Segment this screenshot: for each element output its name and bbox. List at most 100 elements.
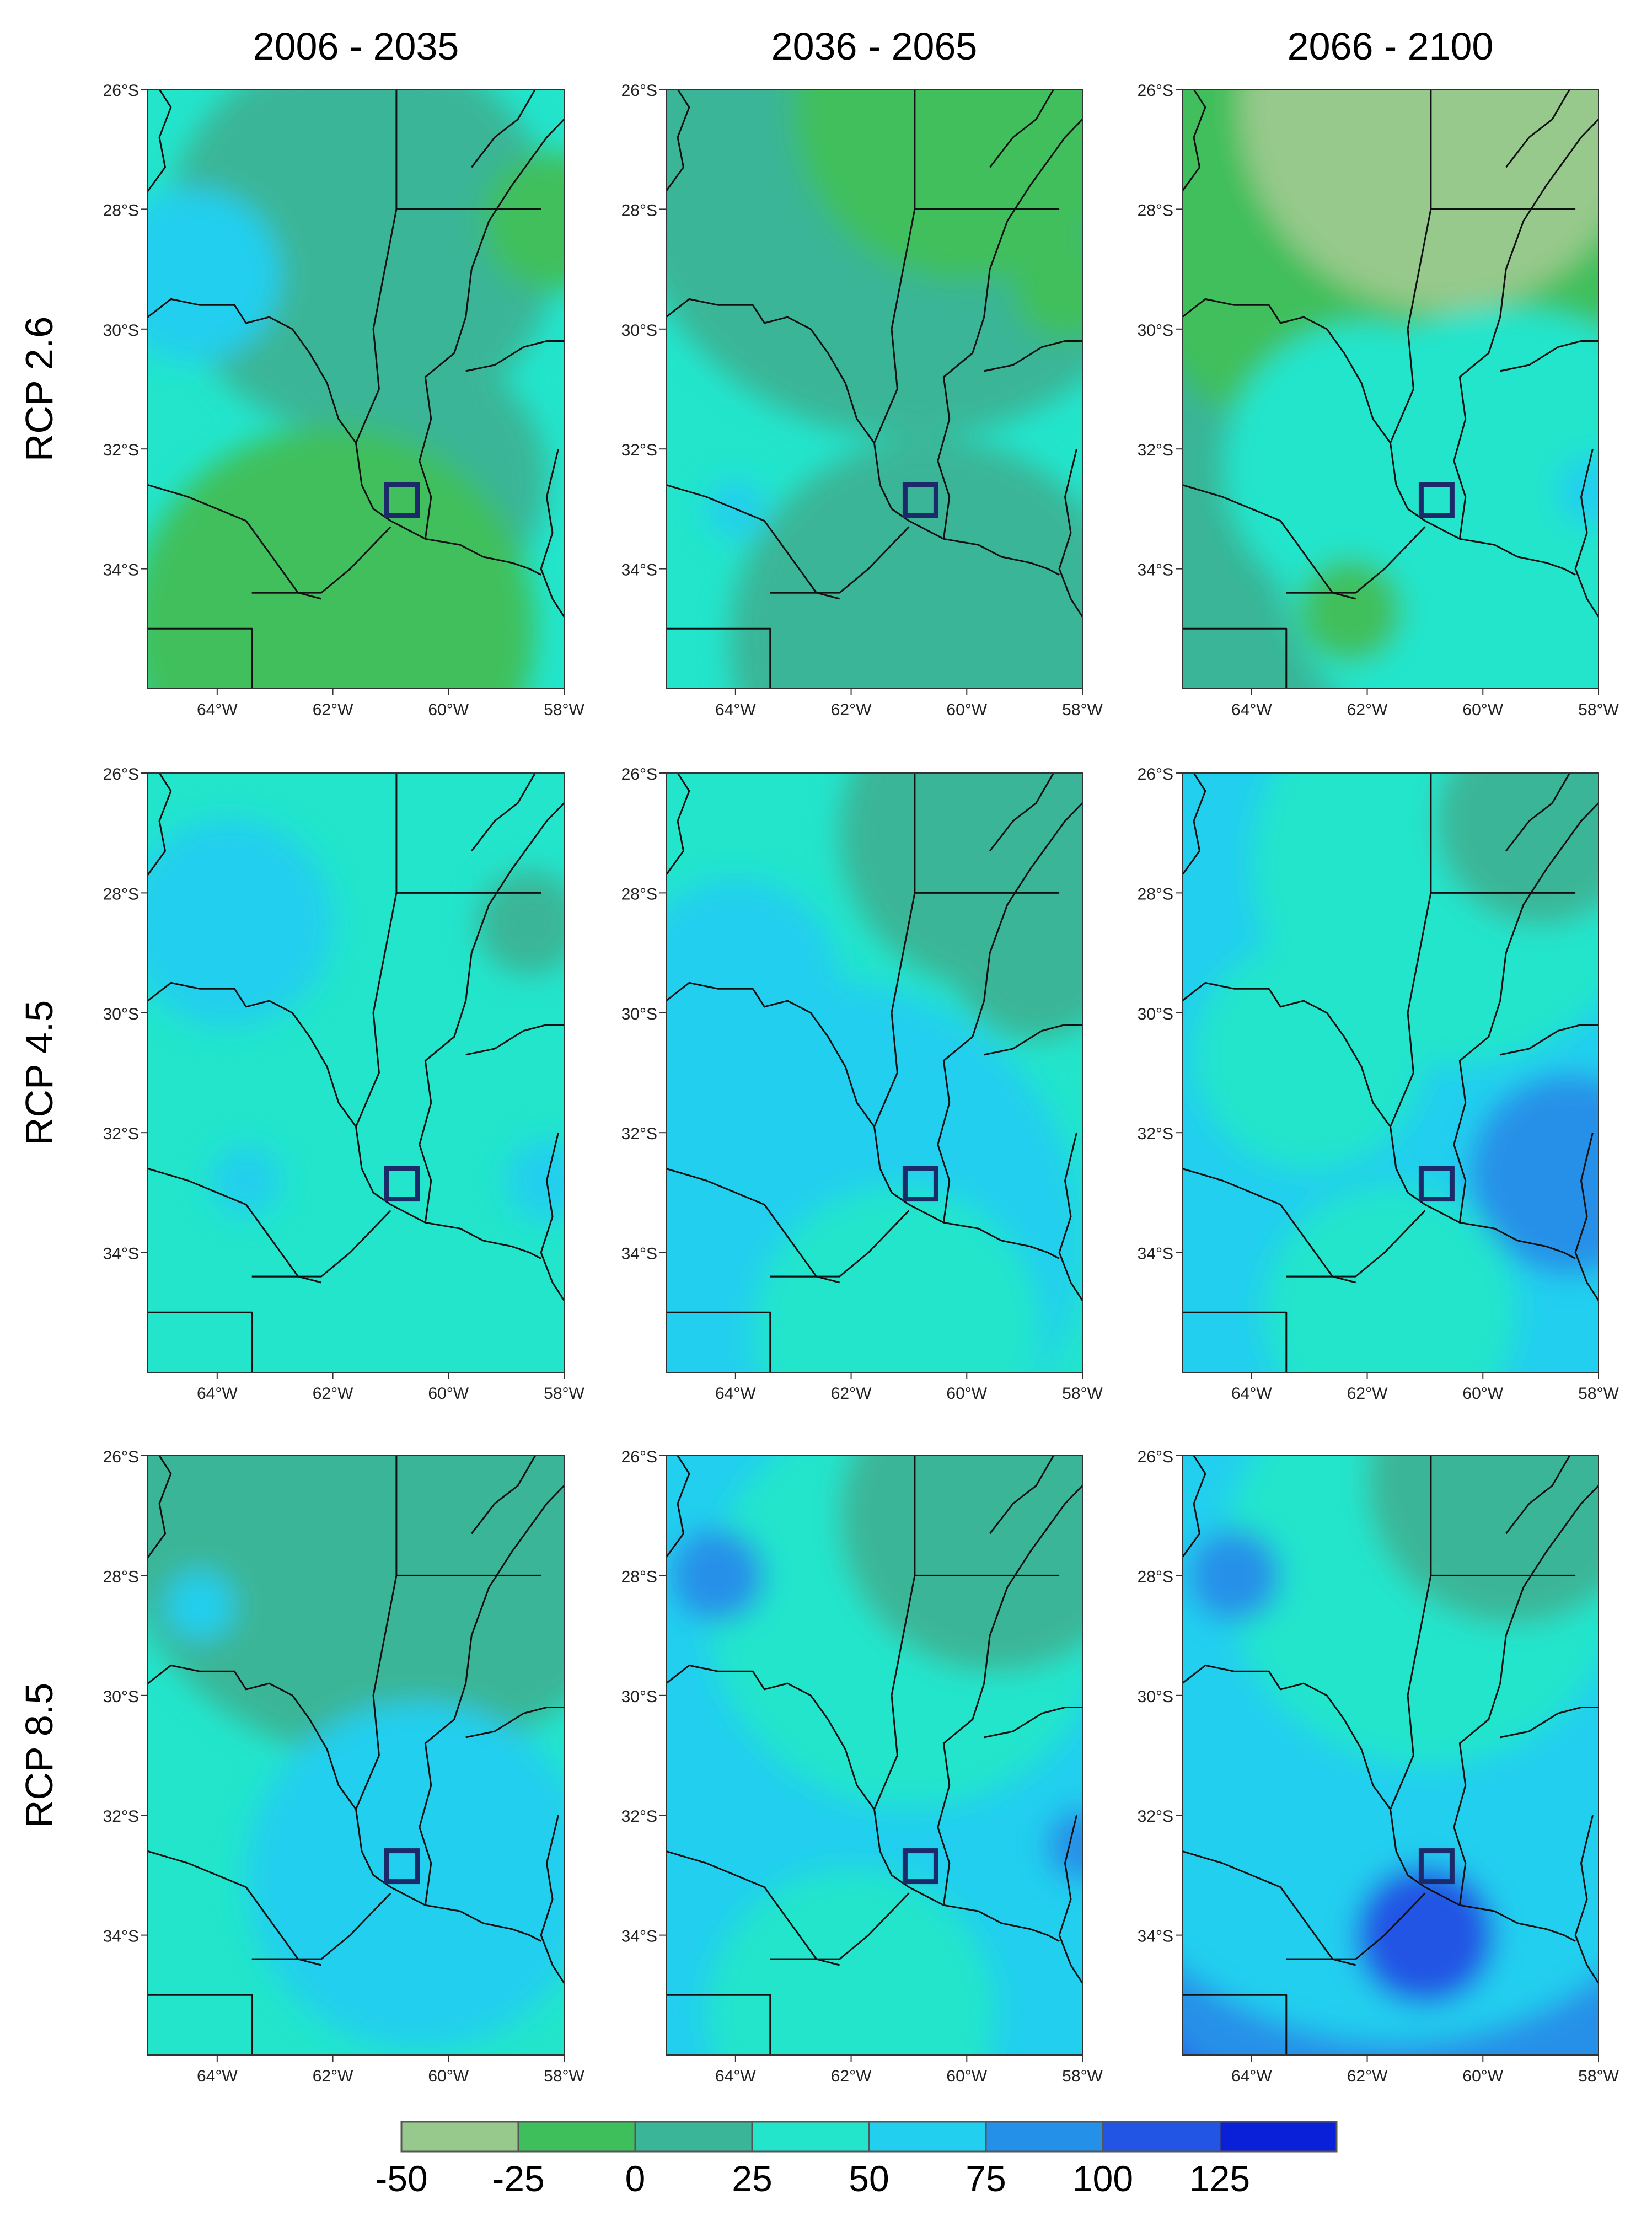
border-line [1453, 1485, 1599, 1906]
border-line [1182, 298, 1426, 522]
contour-region [1188, 1529, 1281, 1622]
border-line [471, 1456, 536, 1534]
lat-tick-label: 26°S [1138, 1448, 1173, 1466]
borders [1182, 1456, 1599, 2055]
border-line [1574, 448, 1599, 618]
border-line [1453, 119, 1599, 539]
lon-tick-label: 62°W [831, 701, 872, 719]
border-line [984, 1024, 1082, 1056]
border-line [873, 89, 916, 443]
lon-tick-label: 62°W [1347, 701, 1388, 719]
contour-region [246, 1702, 564, 2049]
border-line [1058, 1132, 1082, 1301]
lon-tick-label: 60°W [1462, 701, 1503, 719]
border-line [1505, 773, 1570, 852]
border-line [148, 1311, 253, 1372]
lat-tick-label: 26°S [103, 765, 139, 784]
map-area [148, 773, 564, 1372]
lat-tick-label: 32°S [103, 441, 139, 459]
colorbar-swatch [985, 2121, 1104, 2153]
lat-tick-label: 30°S [1138, 1005, 1173, 1023]
lon-tick-label: 64°W [197, 2067, 238, 2085]
border-line [666, 773, 690, 876]
lat-tick-label: 32°S [1138, 1807, 1173, 1826]
lon-tick-label: 64°W [1231, 701, 1272, 719]
contour-region [949, 866, 1082, 1040]
lat-tick-label: 26°S [621, 765, 657, 784]
panel-frame [666, 772, 1083, 1373]
study-area-box [902, 1166, 938, 1202]
colorbar-swatch [868, 2121, 987, 2153]
border-line [1182, 1994, 1288, 2055]
border-line [770, 1958, 840, 1966]
border-line [1058, 448, 1082, 618]
colorbar-swatch [634, 2121, 753, 2153]
contour-region [839, 1456, 1082, 1672]
lat-tick-label: 32°S [621, 1125, 657, 1143]
contour-region [1263, 1185, 1518, 1372]
border-line [251, 1275, 321, 1284]
border-line [937, 1485, 1082, 1906]
border-line [148, 484, 299, 593]
map-area [666, 1456, 1082, 2055]
border-line [1500, 340, 1599, 372]
borders [666, 773, 1082, 1372]
panel-frame [147, 772, 565, 1373]
border-line [1500, 1024, 1599, 1056]
border-line [390, 1886, 541, 1942]
contour-region [706, 1868, 996, 2055]
contour-field [666, 89, 1082, 689]
border-line [540, 448, 564, 618]
lat-tick-label: 34°S [1138, 561, 1173, 580]
lat-tick-label: 26°S [621, 1448, 657, 1466]
colorbar-label: -25 [492, 2158, 544, 2199]
lat-tick-label: 28°S [621, 201, 657, 219]
borders [148, 89, 564, 689]
border-line [873, 773, 916, 1127]
border-line [1286, 1958, 1356, 1966]
lat-tick-label: 28°S [103, 1568, 139, 1586]
border-line [989, 773, 1054, 852]
lat-tick-label: 34°S [103, 561, 139, 580]
map-area [148, 1456, 564, 2055]
map-panel: 26°S 28°S 30°S 32°S 34°S 64°W 62°W 60°W 58°W [621, 1448, 1103, 2085]
map-area [1182, 1456, 1599, 2055]
contour-region [148, 1456, 564, 1763]
colorbar-swatch [751, 2121, 870, 2153]
contour-region [1297, 559, 1402, 663]
map-panel: 26°S 28°S 30°S 32°S 34°S 64°W 62°W 60°W 58°W [1138, 1448, 1619, 2085]
study-area-box [1418, 482, 1455, 518]
contour-region [1193, 939, 1425, 1171]
border-line [873, 1456, 916, 1810]
lon-tick-label: 58°W [1578, 1385, 1619, 1403]
lat-tick-label: 28°S [103, 885, 139, 903]
border-line [1424, 1204, 1576, 1259]
lon-tick-label: 58°W [1062, 1385, 1103, 1403]
contour-region [666, 878, 840, 1087]
border-line [770, 1275, 840, 1284]
panel-frame [1182, 89, 1599, 689]
map-area [1182, 773, 1599, 1372]
border-line [148, 1664, 391, 1888]
panel-frame [147, 1455, 565, 2056]
lat-tick-label: 32°S [621, 1807, 657, 1826]
border-line [465, 340, 564, 372]
contour-field [666, 773, 1082, 1372]
lat-tick-label: 34°S [1138, 1245, 1173, 1263]
border-line [148, 627, 253, 689]
lon-tick-label: 58°W [1578, 2067, 1619, 2085]
contour-region [672, 1529, 765, 1622]
lat-tick-label: 32°S [103, 1125, 139, 1143]
lon-tick-label: 64°W [1231, 2067, 1272, 2085]
colorbar-label: 125 [1189, 2158, 1250, 2199]
border-line [666, 1456, 690, 1558]
column-title: 2006 - 2035 [253, 25, 459, 68]
lat-tick-label: 34°S [621, 1245, 657, 1263]
study-area-box [384, 482, 420, 518]
border-line [148, 1994, 253, 2055]
borders [148, 773, 564, 1372]
lon-tick-label: 60°W [946, 1385, 987, 1403]
border-line [355, 89, 398, 443]
lon-tick-label: 58°W [1062, 2067, 1103, 2085]
borders [1182, 773, 1599, 1372]
